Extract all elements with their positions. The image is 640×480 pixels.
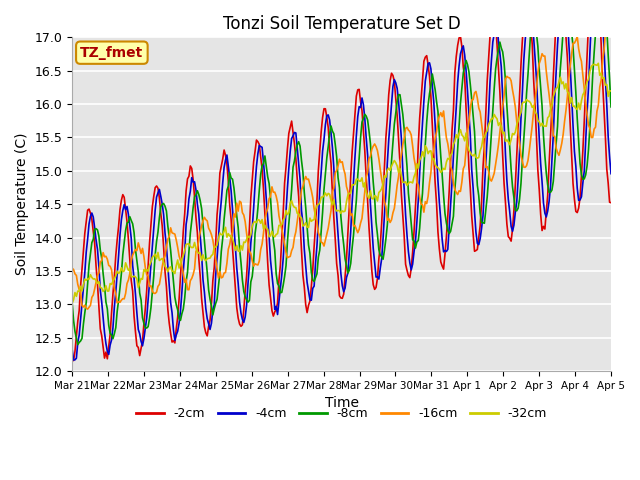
X-axis label: Time: Time bbox=[324, 396, 358, 410]
Line: -32cm: -32cm bbox=[72, 63, 611, 303]
-4cm bbox=[88, 210, 96, 216]
-8cm bbox=[347, 261, 355, 266]
-2cm bbox=[605, 199, 613, 205]
-2cm bbox=[105, 344, 113, 349]
-8cm bbox=[74, 342, 82, 348]
-2cm bbox=[534, 167, 541, 173]
-4cm bbox=[347, 228, 355, 234]
-4cm bbox=[70, 357, 77, 363]
Title: Tonzi Soil Temperature Set D: Tonzi Soil Temperature Set D bbox=[223, 15, 460, 33]
-16cm bbox=[534, 70, 541, 76]
-32cm bbox=[532, 111, 540, 117]
-16cm bbox=[607, 21, 615, 26]
-8cm bbox=[605, 76, 613, 82]
-2cm bbox=[88, 216, 96, 222]
-4cm bbox=[534, 107, 541, 112]
-16cm bbox=[604, 17, 612, 23]
-16cm bbox=[84, 306, 92, 312]
-32cm bbox=[68, 300, 76, 306]
-16cm bbox=[68, 265, 76, 271]
-2cm bbox=[607, 200, 615, 205]
-32cm bbox=[452, 132, 460, 138]
-32cm bbox=[104, 288, 111, 294]
-2cm bbox=[347, 173, 355, 179]
Y-axis label: Soil Temperature (C): Soil Temperature (C) bbox=[15, 133, 29, 276]
-16cm bbox=[454, 192, 461, 197]
-32cm bbox=[595, 60, 602, 66]
Line: -2cm: -2cm bbox=[72, 0, 611, 360]
-4cm bbox=[68, 347, 76, 352]
Line: -8cm: -8cm bbox=[72, 0, 611, 345]
Text: TZ_fmet: TZ_fmet bbox=[80, 46, 143, 60]
-32cm bbox=[86, 272, 94, 277]
Line: -16cm: -16cm bbox=[72, 19, 611, 309]
Line: -4cm: -4cm bbox=[72, 0, 611, 360]
-4cm bbox=[607, 171, 615, 177]
-4cm bbox=[454, 80, 461, 85]
-16cm bbox=[105, 263, 113, 268]
-32cm bbox=[346, 190, 353, 196]
-2cm bbox=[70, 358, 77, 363]
-2cm bbox=[454, 43, 461, 48]
Legend: -2cm, -4cm, -8cm, -16cm, -32cm: -2cm, -4cm, -8cm, -16cm, -32cm bbox=[131, 402, 552, 425]
-8cm bbox=[88, 240, 96, 245]
-8cm bbox=[534, 43, 541, 49]
-32cm bbox=[604, 94, 612, 99]
-16cm bbox=[88, 294, 96, 300]
-32cm bbox=[607, 88, 615, 94]
-16cm bbox=[347, 212, 355, 218]
-2cm bbox=[68, 357, 76, 362]
-8cm bbox=[607, 104, 615, 110]
-4cm bbox=[105, 351, 113, 357]
-8cm bbox=[68, 300, 76, 305]
-4cm bbox=[605, 154, 613, 160]
-8cm bbox=[454, 146, 461, 152]
-8cm bbox=[105, 323, 113, 328]
-16cm bbox=[605, 16, 613, 22]
